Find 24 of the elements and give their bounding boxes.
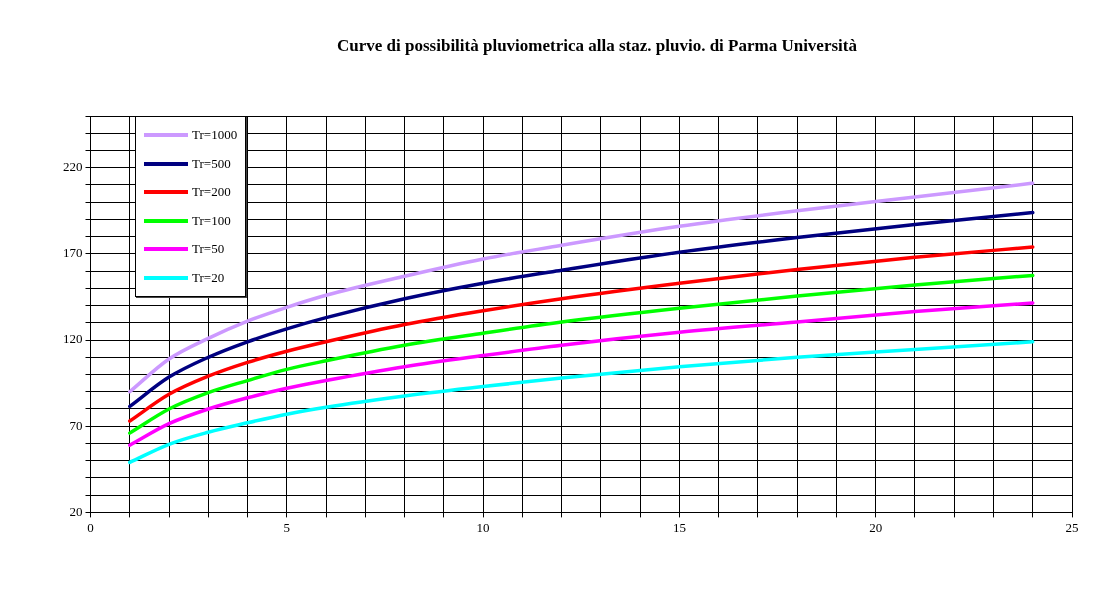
chart-title: Curve di possibilità pluviometrica alla staz. pluvio. di Parma Università [336,36,858,56]
x-tick-label: 10 [476,519,490,535]
x-tick-label: 20 [869,519,883,535]
legend-label: Tr=50 [192,241,225,258]
y-tick-label: 120 [63,331,83,347]
legend-label: Tr=500 [192,155,231,172]
y-tick-label: 70 [69,417,83,433]
legend-label: Tr=1000 [192,127,238,144]
line-series [128,210,1035,409]
x-tick-label: 0 [87,519,94,535]
legend-label: Tr=200 [192,184,231,201]
x-tick-label: 15 [672,519,686,535]
legend-label: Tr=100 [192,212,231,229]
legend-label: Tr=20 [192,269,225,286]
line-series [128,340,1035,465]
line-series [128,245,1035,423]
y-tick-label: 220 [63,159,83,175]
y-tick-label: 20 [69,503,83,519]
x-tick-label: 5 [283,519,291,535]
x-tick-label: 25 [1065,519,1079,535]
line-series [128,273,1035,435]
y-tick-label: 170 [63,245,83,261]
line-series [128,301,1035,447]
line-series [128,181,1035,394]
